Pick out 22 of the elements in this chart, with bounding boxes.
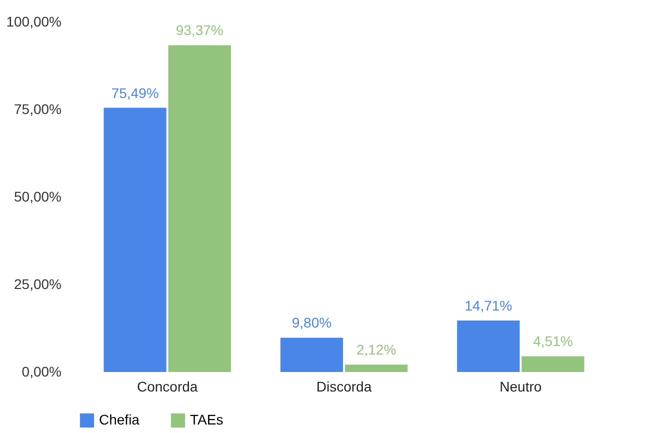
x-tick-label: Concorda: [136, 378, 198, 394]
bar: [280, 338, 344, 372]
legend-label: Chefia: [99, 411, 140, 428]
data-label: 9,80%: [292, 314, 332, 331]
data-label: 93,37%: [176, 22, 224, 38]
data-label: 2,12%: [356, 342, 396, 358]
bar: [168, 45, 231, 372]
y-tick-label: 0,00%: [22, 364, 62, 380]
y-tick-label: 75,00%: [14, 101, 62, 117]
y-tick-label: 50,00%: [14, 188, 62, 204]
y-tick-label: 25,00%: [14, 276, 62, 292]
x-tick-label: Discorda: [316, 378, 372, 394]
x-tick-label: Neutro: [500, 378, 542, 394]
bar: [104, 108, 166, 372]
bar: [522, 356, 584, 372]
data-label: 75,49%: [111, 84, 159, 101]
data-label: 4,51%: [533, 333, 573, 350]
bar: [457, 320, 520, 372]
data-label: 14,71%: [464, 298, 512, 314]
y-tick-label: 100,00%: [6, 14, 62, 30]
bar: [344, 364, 408, 372]
legend-label: TAEs: [190, 411, 224, 428]
